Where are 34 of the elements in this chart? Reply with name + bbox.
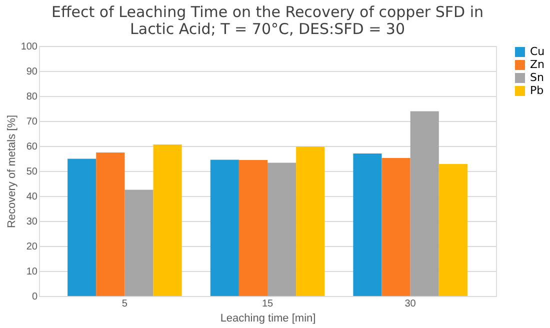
legend-label: Cu <box>530 45 545 58</box>
x-tick-label: 30 <box>404 298 416 310</box>
text: Effect of Leaching Time on the Recovery of copper SFD in <box>51 3 484 21</box>
bar <box>438 164 468 296</box>
y-tick-label: 10 <box>26 266 38 278</box>
x-axis-title: Leaching time [min] <box>220 312 316 324</box>
y-tick-label: 60 <box>26 142 38 152</box>
bar <box>353 154 382 296</box>
y-tick-label: 30 <box>26 216 38 228</box>
y-tick-label: 50 <box>26 166 38 178</box>
bar <box>96 152 125 296</box>
x-tick-label: 5 <box>122 298 128 310</box>
bar <box>238 160 268 296</box>
legend-label: Pb <box>530 84 544 97</box>
y-tick-label: 90 <box>26 66 38 78</box>
x-tick-label: 15 <box>262 298 274 310</box>
bar <box>68 158 96 296</box>
bar <box>382 158 410 296</box>
bar <box>410 111 439 296</box>
legend-label: Sn <box>530 71 544 84</box>
y-tick-label: 40 <box>26 192 38 202</box>
bar <box>124 190 154 296</box>
bar <box>210 160 239 296</box>
text: Lactic Acid; T = 70°C, DES:SFD = 30 <box>130 20 405 38</box>
y-tick-label: 70 <box>26 116 38 128</box>
y-tick-label: 100 <box>20 42 38 52</box>
y-tick-label: 20 <box>26 242 38 252</box>
y-tick-label: 80 <box>26 92 38 102</box>
bar <box>296 146 325 296</box>
bar <box>153 144 182 296</box>
y-axis-title: Recovery of metals [%] <box>6 114 18 228</box>
legend-label: Zn <box>530 58 545 71</box>
bar <box>268 162 296 296</box>
y-tick-label: 0 <box>32 292 38 302</box>
